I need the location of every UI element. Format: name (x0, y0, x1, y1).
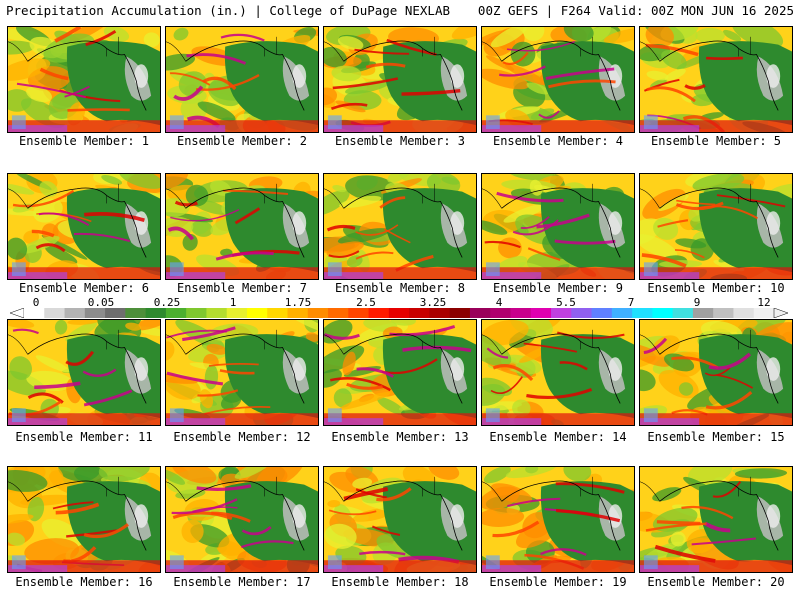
color-scale-swatch (206, 308, 228, 318)
ensemble-member-label: Ensemble Member: 3 (334, 134, 466, 148)
color-scale-swatch (287, 308, 309, 318)
ensemble-member-map (323, 319, 477, 426)
ensemble-member-map (481, 319, 635, 426)
ensemble-member-label: Ensemble Member: 18 (331, 575, 469, 589)
color-scale-swatch (328, 308, 349, 318)
color-scale-tick-label: 7 (627, 296, 635, 309)
color-scale-tick-label: 9 (693, 296, 701, 309)
ensemble-member-map (323, 173, 477, 280)
ensemble-member-map (165, 319, 319, 426)
ensemble-member-map (7, 319, 161, 426)
color-scale-swatch (632, 308, 653, 318)
ensemble-member-label: Ensemble Member: 2 (176, 134, 308, 148)
color-scale-swatch (226, 308, 248, 318)
ensemble-member-map (639, 173, 793, 280)
color-scale-swatch (307, 308, 329, 318)
ensemble-member-label: Ensemble Member: 20 (647, 575, 785, 589)
color-scale-swatch (165, 308, 187, 318)
color-scale-swatch (713, 308, 734, 318)
ensemble-member-label: Ensemble Member: 1 (18, 134, 150, 148)
color-scale-swatch (733, 308, 755, 318)
color-scale-swatch (652, 308, 674, 318)
ensemble-member-label: Ensemble Member: 10 (647, 281, 785, 295)
ensemble-member-label: Ensemble Member: 9 (492, 281, 624, 295)
color-scale-swatch (125, 308, 147, 318)
ensemble-member-label: Ensemble Member: 15 (647, 430, 785, 444)
ensemble-member-map (7, 173, 161, 280)
color-scale-swatch (409, 308, 430, 318)
ensemble-member-map (639, 26, 793, 133)
ensemble-member-label: Ensemble Member: 11 (15, 430, 153, 444)
ensemble-member-map (7, 26, 161, 133)
ensemble-member-map (481, 466, 635, 573)
color-scale-swatch (368, 308, 390, 318)
ensemble-member-map (481, 26, 635, 133)
color-scale-swatch (429, 308, 451, 318)
color-scale-tick-label: 1 (229, 296, 237, 309)
color-scale-swatch (24, 308, 45, 318)
ensemble-member-label: Ensemble Member: 6 (18, 281, 150, 295)
ensemble-member-label: Ensemble Member: 4 (492, 134, 624, 148)
color-scale-swatch (44, 308, 66, 318)
color-scale-swatch (672, 308, 694, 318)
color-scale-swatch (611, 308, 633, 318)
color-scale-swatch (186, 308, 207, 318)
precip-color-scale (10, 308, 788, 318)
ensemble-member-label: Ensemble Member: 7 (176, 281, 308, 295)
color-scale-swatch (105, 308, 126, 318)
ensemble-member-label: Ensemble Member: 14 (489, 430, 627, 444)
color-scale-tick-label: 4 (495, 296, 503, 309)
color-scale-swatch (267, 308, 289, 318)
color-scale-swatch (469, 308, 491, 318)
color-scale-tick-label: 5.5 (556, 296, 576, 309)
color-scale-swatch (692, 308, 714, 318)
ensemble-member-label: Ensemble Member: 8 (334, 281, 466, 295)
map-title: Precipitation Accumulation (in.) | Colle… (6, 3, 451, 18)
color-scale-swatch (145, 308, 167, 318)
color-scale-swatch (551, 308, 572, 318)
color-scale-tick-label: 3.25 (419, 296, 447, 309)
color-scale-tick-label: 2.5 (356, 296, 376, 309)
ensemble-member-map (165, 466, 319, 573)
color-scale-swatch (490, 308, 511, 318)
color-scale-swatch (591, 308, 613, 318)
ensemble-member-map (639, 319, 793, 426)
ensemble-member-map (7, 466, 161, 573)
ensemble-member-map (323, 466, 477, 573)
color-scale-swatch (348, 308, 370, 318)
color-scale-swatch (571, 308, 593, 318)
color-scale-swatch (84, 308, 106, 318)
color-scale-swatch (530, 308, 552, 318)
ensemble-member-map (639, 466, 793, 573)
ensemble-member-label: Ensemble Member: 16 (15, 575, 153, 589)
color-scale-max-arrow (773, 308, 788, 318)
color-scale-swatch (510, 308, 532, 318)
color-scale-swatch (64, 308, 86, 318)
color-scale-tick-label: 0 (32, 296, 40, 309)
color-scale-tick-label: 0.05 (87, 296, 115, 309)
ensemble-member-map (323, 26, 477, 133)
ensemble-member-label: Ensemble Member: 5 (650, 134, 782, 148)
color-scale-tick-label: 1.75 (284, 296, 312, 309)
color-scale-min-arrow (10, 308, 25, 318)
ensemble-member-label: Ensemble Member: 12 (173, 430, 311, 444)
ensemble-member-map (165, 26, 319, 133)
model-run-info: 00Z GEFS | F264 Valid: 00Z MON JUN 16 20… (477, 3, 794, 18)
ensemble-member-label: Ensemble Member: 19 (489, 575, 627, 589)
ensemble-member-map (165, 173, 319, 280)
ensemble-member-map (481, 173, 635, 280)
color-scale-tick-label: 0.25 (153, 296, 181, 309)
color-scale-swatch (246, 308, 268, 318)
color-scale-swatch (388, 308, 410, 318)
color-scale-swatch (449, 308, 471, 318)
ensemble-member-label: Ensemble Member: 13 (331, 430, 469, 444)
color-scale-tick-label: 12 (757, 296, 771, 309)
color-scale-swatch (753, 308, 775, 318)
ensemble-member-label: Ensemble Member: 17 (173, 575, 311, 589)
